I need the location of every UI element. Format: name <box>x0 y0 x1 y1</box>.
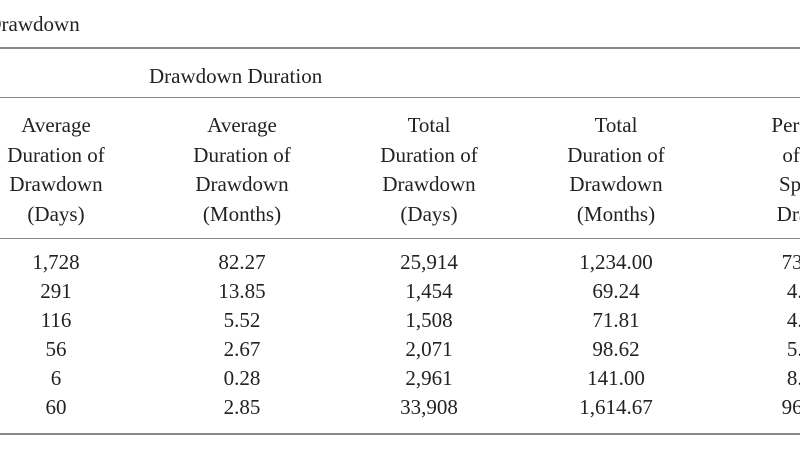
column-header-line: (Days) <box>400 201 458 226</box>
table-cell: 4.2 <box>786 308 800 332</box>
table-cell: 2,071 <box>405 337 453 361</box>
column-header-line: (Months) <box>576 201 656 226</box>
table-cell: 6 <box>50 366 62 390</box>
header-rule <box>0 238 800 239</box>
column-header-line: Duration of <box>193 142 291 167</box>
column-header-line: Drawdown <box>382 172 476 196</box>
column-header-line: Duration of <box>7 142 105 167</box>
group-header-drawdown-duration: Drawdown Duration <box>149 64 323 88</box>
column-header-line: Drawdown <box>569 172 663 196</box>
table-cell: 71.81 <box>592 308 640 332</box>
column-header-line: Draw <box>776 201 800 226</box>
column-header-line: Drawdown <box>195 172 289 196</box>
table-cell: 96.3 <box>781 395 800 419</box>
table-cell: 1,234.00 <box>579 250 653 274</box>
table-cell: 13.85 <box>218 279 266 303</box>
table-cell: 33,908 <box>400 395 458 419</box>
group-rule <box>0 97 800 98</box>
table-cell: 291 <box>40 279 72 303</box>
column-header-line: (Days) <box>27 201 85 226</box>
table-cell: 1,614.67 <box>579 395 653 419</box>
column-header-line: Average <box>207 113 277 137</box>
table-cell: 141.00 <box>587 366 645 390</box>
table-cell: 2.67 <box>223 337 261 361</box>
table-cell: 8.4 <box>786 366 800 390</box>
column-header-line: of T <box>782 142 800 167</box>
column-header-line: Duration of <box>567 142 665 167</box>
column-header-line: Total <box>407 113 451 137</box>
column-header: Percen of T Spen Draw <box>700 111 800 229</box>
table-cell: 0.28 <box>223 366 261 390</box>
table-cell: 60 <box>45 395 67 419</box>
table-cell: 1,508 <box>405 308 453 332</box>
column-header-line: Drawdown <box>9 172 103 196</box>
table-cell: 116 <box>40 308 72 332</box>
table-cell: 25,914 <box>400 250 458 274</box>
table-cell: 5.8 <box>786 337 800 361</box>
table-cell: 2,961 <box>405 366 453 390</box>
table-caption: age Drawdown <box>0 12 80 36</box>
table-cell: 1,728 <box>32 250 80 274</box>
table-cell: 73.6 <box>781 250 800 274</box>
column-header-line: Total <box>594 113 638 137</box>
column-header-line: Duration of <box>380 142 478 167</box>
column-header: Average Duration of Drawdown (Days) <box>0 111 156 229</box>
table-cell: 98.62 <box>592 337 640 361</box>
table-cell: 69.24 <box>592 279 640 303</box>
column-header-line: Percen <box>771 113 800 137</box>
column-header: Average Duration of Drawdown (Months) <box>142 111 342 229</box>
top-rule <box>0 47 800 49</box>
column-header-line: Average <box>21 113 91 137</box>
table-cell: 82.27 <box>218 250 266 274</box>
table-cell: 1,454 <box>405 279 453 303</box>
table-cell: 4.1 <box>786 279 800 303</box>
column-header: Total Duration of Drawdown (Months) <box>516 111 716 229</box>
column-header: Total Duration of Drawdown (Days) <box>329 111 529 229</box>
table-cell: 2.85 <box>223 395 261 419</box>
table-cell: 56 <box>45 337 67 361</box>
column-header-line: Spen <box>779 172 800 196</box>
column-header-line: (Months) <box>202 201 282 226</box>
table-cell: 5.52 <box>223 308 261 332</box>
bottom-rule <box>0 433 800 435</box>
